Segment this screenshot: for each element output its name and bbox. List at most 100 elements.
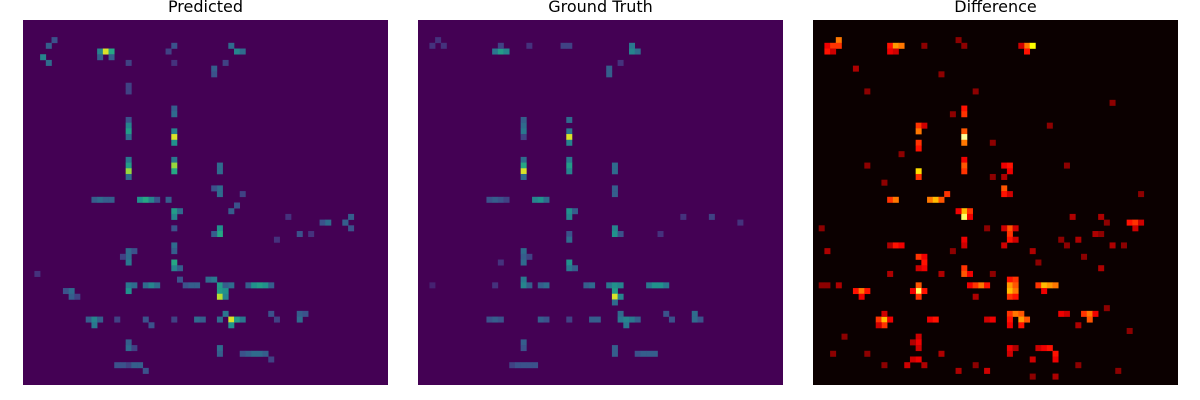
heatmap-cell bbox=[892, 42, 899, 49]
heatmap-cell bbox=[182, 282, 189, 289]
heatmap-cell bbox=[892, 242, 899, 249]
heatmap-cell bbox=[1006, 288, 1013, 295]
heatmap-cell bbox=[566, 231, 573, 238]
heatmap-cell bbox=[892, 196, 899, 203]
heatmap-cell bbox=[909, 288, 916, 295]
heatmap-cell bbox=[1018, 310, 1025, 317]
heatmap-cell bbox=[256, 350, 263, 357]
heatmap-cell bbox=[835, 37, 842, 44]
heatmap-cell bbox=[171, 128, 178, 135]
heatmap-cell bbox=[1063, 162, 1070, 169]
heatmap-cell bbox=[915, 145, 922, 152]
heatmap-cell bbox=[1052, 356, 1059, 363]
heatmap-cell bbox=[1103, 219, 1110, 226]
heatmap-cell bbox=[887, 48, 894, 55]
heatmap-cell bbox=[824, 248, 831, 255]
heatmap-cell bbox=[216, 185, 223, 192]
heatmap-cell bbox=[955, 367, 962, 374]
heatmap-cell bbox=[119, 253, 126, 260]
heatmap-cell bbox=[818, 225, 825, 232]
heatmap-cell bbox=[125, 156, 132, 163]
heatmap-cell bbox=[216, 191, 223, 198]
heatmap-cell bbox=[566, 134, 573, 141]
heatmap-cell bbox=[1098, 265, 1105, 272]
heatmap-cell bbox=[216, 350, 223, 357]
heatmap-cell bbox=[966, 270, 973, 277]
heatmap-cell bbox=[239, 350, 246, 357]
heatmap-cell bbox=[611, 345, 618, 352]
heatmap-cell bbox=[1075, 322, 1082, 329]
heatmap-cell bbox=[1006, 168, 1013, 175]
heatmap-cell bbox=[961, 111, 968, 118]
heatmap-cell bbox=[171, 111, 178, 118]
heatmap-cell bbox=[131, 248, 138, 255]
heatmap-cell bbox=[1018, 322, 1025, 329]
heatmap-cell bbox=[131, 362, 138, 369]
heatmap-cell bbox=[520, 345, 527, 352]
heatmap-cell bbox=[222, 59, 229, 66]
heatmap-cell bbox=[915, 139, 922, 146]
ground-truth-panel-title: Ground Truth bbox=[548, 0, 653, 16]
heatmap-cell bbox=[131, 282, 138, 289]
heatmap-cell bbox=[852, 65, 859, 72]
heatmap-cell bbox=[216, 293, 223, 300]
heatmap-cell bbox=[835, 282, 842, 289]
heatmap-cell bbox=[864, 350, 871, 357]
heatmap-cell bbox=[972, 282, 979, 289]
heatmap-cell bbox=[171, 134, 178, 141]
heatmap-cell bbox=[1029, 42, 1036, 49]
heatmap-cell bbox=[691, 310, 698, 317]
heatmap-background bbox=[23, 20, 388, 385]
heatmap-cell bbox=[1001, 162, 1008, 169]
heatmap-cell bbox=[211, 71, 218, 78]
heatmap-cell bbox=[125, 162, 132, 169]
heatmap-cell bbox=[171, 208, 178, 215]
heatmap-cell bbox=[583, 282, 590, 289]
heatmap-cell bbox=[520, 168, 527, 175]
heatmap-cell bbox=[125, 339, 132, 346]
heatmap-cell bbox=[1035, 259, 1042, 266]
heatmap-cell bbox=[617, 282, 624, 289]
heatmap-cell bbox=[961, 208, 968, 215]
heatmap-cell bbox=[131, 345, 138, 352]
heatmap-cell bbox=[176, 276, 183, 283]
heatmap-cell bbox=[1103, 305, 1110, 312]
heatmap-cell bbox=[1006, 162, 1013, 169]
heatmap-cell bbox=[978, 282, 985, 289]
heatmap-cell bbox=[566, 259, 573, 266]
heatmap-cell bbox=[268, 310, 275, 317]
heatmap-cell bbox=[961, 265, 968, 272]
heatmap-cell bbox=[1024, 316, 1031, 323]
heatmap-cell bbox=[961, 213, 968, 220]
heatmap-cell bbox=[262, 350, 269, 357]
heatmap-cell bbox=[91, 316, 98, 323]
heatmap-cell bbox=[1120, 242, 1127, 249]
heatmap-cell bbox=[1058, 236, 1065, 243]
heatmap-cell bbox=[611, 299, 618, 306]
heatmap-cell bbox=[1006, 236, 1013, 243]
heatmap-cell bbox=[125, 345, 132, 352]
heatmap-cell bbox=[171, 225, 178, 232]
heatmap-cell bbox=[611, 282, 618, 289]
heatmap-cell bbox=[640, 350, 647, 357]
heatmap-cell bbox=[629, 42, 636, 49]
heatmap-cell bbox=[830, 350, 837, 357]
heatmap-cell bbox=[611, 350, 618, 357]
heatmap-cell bbox=[137, 362, 144, 369]
heatmap-cell bbox=[142, 367, 149, 374]
heatmap-cell bbox=[211, 65, 218, 72]
heatmap-cell bbox=[1012, 236, 1019, 243]
heatmap-cell bbox=[526, 282, 533, 289]
heatmap-cell bbox=[663, 310, 670, 317]
heatmap-cell bbox=[818, 282, 825, 289]
heatmap-cell bbox=[348, 225, 355, 232]
heatmap-cell bbox=[222, 293, 229, 300]
heatmap-cell bbox=[961, 162, 968, 169]
heatmap-cell bbox=[497, 42, 504, 49]
ground-truth-heatmap bbox=[418, 20, 783, 385]
heatmap-cell bbox=[68, 293, 75, 300]
heatmap-cell bbox=[1046, 282, 1053, 289]
heatmap-cell bbox=[543, 196, 550, 203]
heatmap-cell bbox=[216, 162, 223, 169]
heatmap-cell bbox=[114, 362, 121, 369]
